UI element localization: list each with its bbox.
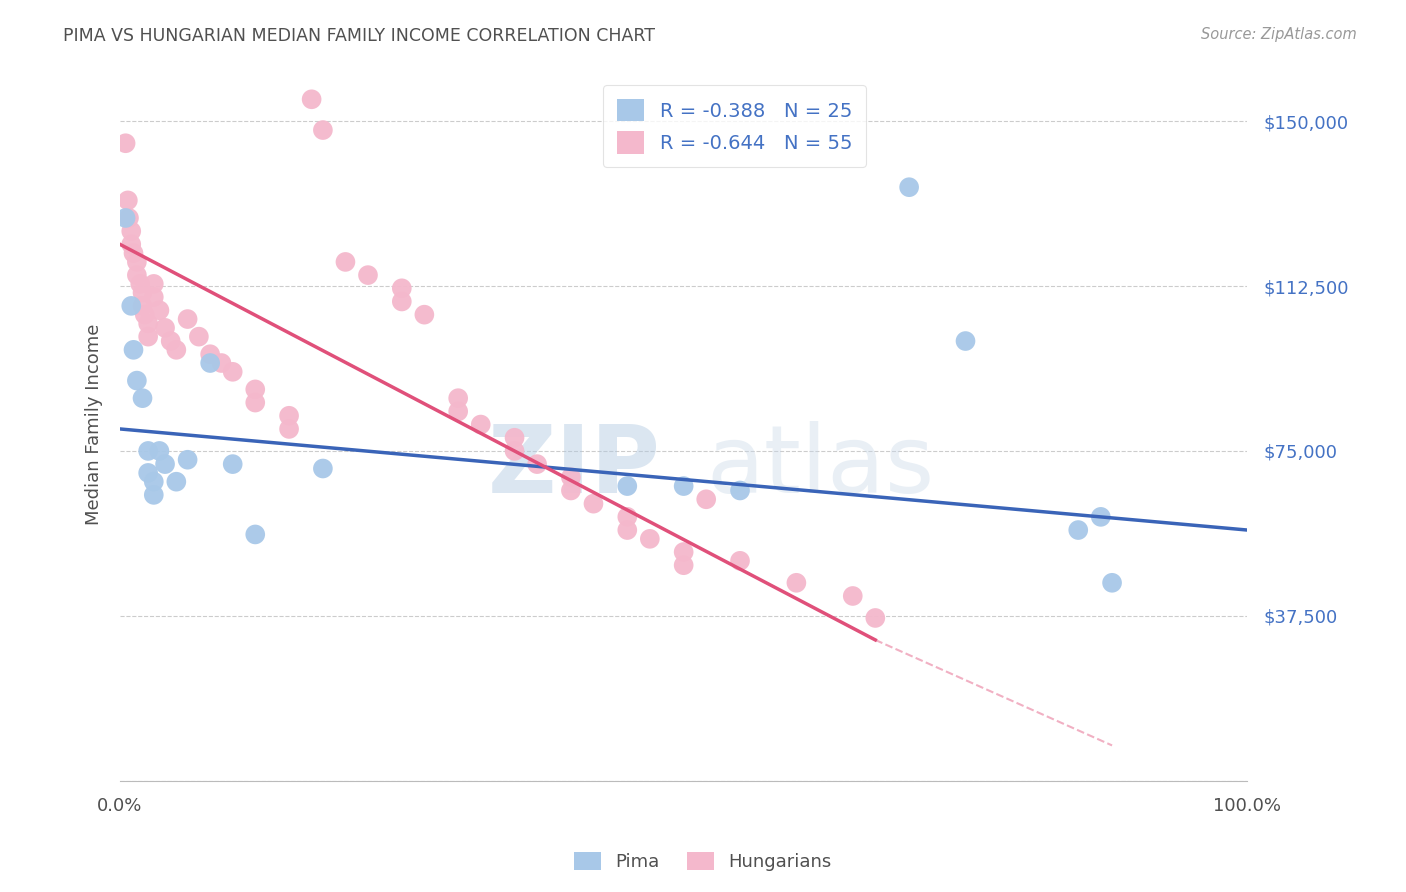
Point: [672, 479, 695, 493]
Point: [245, 527, 267, 541]
Point: [131, 299, 153, 313]
Point: [222, 365, 245, 379]
Point: [898, 180, 921, 194]
Point: [672, 558, 695, 573]
Point: [222, 457, 245, 471]
Point: [165, 475, 187, 489]
Point: [1090, 509, 1112, 524]
Point: [357, 268, 380, 282]
Point: [785, 575, 807, 590]
Point: [125, 374, 148, 388]
Legend: Pima, Hungarians: Pima, Hungarians: [567, 845, 839, 879]
Text: PIMA VS HUNGARIAN MEDIAN FAMILY INCOME CORRELATION CHART: PIMA VS HUNGARIAN MEDIAN FAMILY INCOME C…: [63, 27, 655, 45]
Point: [148, 303, 170, 318]
Point: [120, 224, 142, 238]
Point: [120, 237, 142, 252]
Point: [142, 488, 165, 502]
Point: [117, 194, 139, 208]
Point: [142, 277, 165, 291]
Point: [842, 589, 865, 603]
Point: [136, 329, 159, 343]
Point: [153, 321, 176, 335]
Point: [616, 479, 638, 493]
Point: [125, 268, 148, 282]
Point: [728, 483, 751, 498]
Point: [153, 457, 176, 471]
Point: [1067, 523, 1090, 537]
Point: [672, 545, 695, 559]
Point: [582, 497, 605, 511]
Legend: R = -0.388   N = 25, R = -0.644   N = 55: R = -0.388 N = 25, R = -0.644 N = 55: [603, 86, 866, 167]
Point: [470, 417, 492, 432]
Point: [122, 246, 145, 260]
Point: [131, 391, 153, 405]
Point: [129, 277, 152, 291]
Point: [159, 334, 181, 348]
Text: Source: ZipAtlas.com: Source: ZipAtlas.com: [1201, 27, 1357, 42]
Point: [616, 523, 638, 537]
Point: [134, 308, 156, 322]
Point: [122, 343, 145, 357]
Point: [120, 299, 142, 313]
Point: [560, 470, 582, 484]
Point: [148, 444, 170, 458]
Point: [136, 466, 159, 480]
Point: [865, 611, 887, 625]
Point: [391, 281, 413, 295]
Text: ZIP: ZIP: [488, 421, 661, 513]
Point: [142, 475, 165, 489]
Point: [245, 383, 267, 397]
Point: [616, 509, 638, 524]
Point: [391, 294, 413, 309]
Point: [278, 409, 301, 423]
Point: [198, 347, 221, 361]
Point: [560, 483, 582, 498]
Point: [301, 92, 323, 106]
Point: [447, 391, 470, 405]
Point: [136, 444, 159, 458]
Point: [526, 457, 548, 471]
Point: [176, 452, 198, 467]
Point: [955, 334, 977, 348]
Point: [136, 317, 159, 331]
Point: [131, 285, 153, 300]
Point: [118, 211, 141, 225]
Point: [335, 255, 357, 269]
Point: [1101, 575, 1123, 590]
Point: [209, 356, 232, 370]
Point: [278, 422, 301, 436]
Point: [114, 211, 136, 225]
Point: [245, 395, 267, 409]
Point: [125, 255, 148, 269]
Point: [312, 461, 335, 475]
Point: [728, 554, 751, 568]
Text: atlas: atlas: [706, 421, 935, 513]
Point: [198, 356, 221, 370]
Point: [695, 492, 717, 507]
Point: [114, 136, 136, 151]
Point: [413, 308, 436, 322]
Point: [447, 404, 470, 418]
Point: [142, 290, 165, 304]
Y-axis label: Median Family Income: Median Family Income: [86, 324, 103, 525]
Point: [176, 312, 198, 326]
Point: [638, 532, 661, 546]
Point: [312, 123, 335, 137]
Point: [503, 444, 526, 458]
Point: [165, 343, 187, 357]
Point: [187, 329, 209, 343]
Point: [503, 431, 526, 445]
